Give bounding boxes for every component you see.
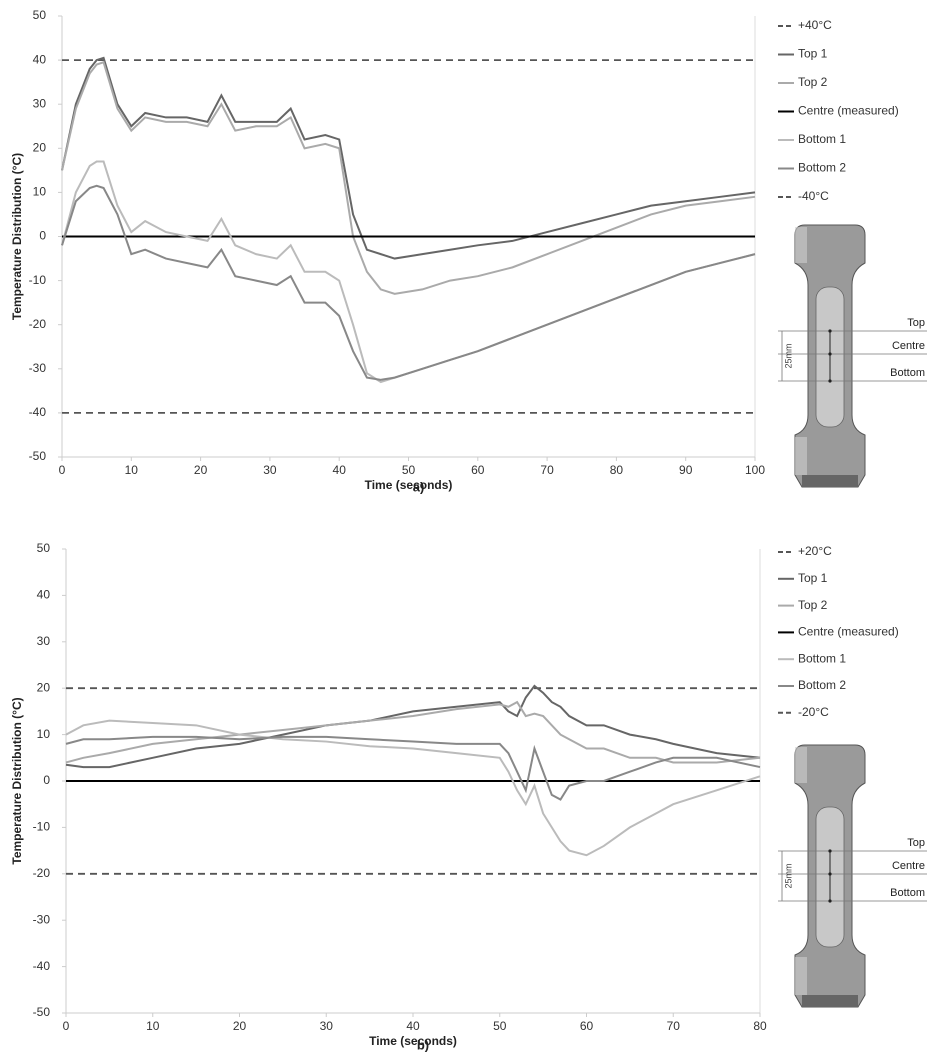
x-tick-label: 60 (580, 1019, 594, 1033)
specimen-diagram: Top Centre Bottom 25mm (778, 224, 927, 488)
legend-label: +20°C (798, 544, 832, 558)
x-tick-label: 30 (263, 463, 277, 477)
legend-label: Top 2 (798, 598, 828, 612)
series-line (61, 61, 756, 295)
dimension-label: 25mm (783, 863, 793, 888)
x-tick-label: 60 (471, 463, 485, 477)
y-tick-label: 20 (37, 680, 51, 694)
y-tick-label: -30 (29, 361, 47, 375)
y-tick-label: 0 (39, 229, 46, 243)
sensor-label: Centre (892, 860, 925, 872)
legend-label: Centre (measured) (798, 104, 899, 118)
y-tick-label: 0 (43, 773, 50, 787)
legend-label: Centre (measured) (798, 625, 899, 639)
y-tick-label: -40 (33, 959, 51, 973)
legend-label: Top 2 (798, 75, 828, 89)
y-tick-label: -40 (29, 405, 47, 419)
y-axis-title: Temperature Distribution (°C) (10, 697, 24, 864)
x-tick-label: 30 (320, 1019, 334, 1033)
y-tick-label: -20 (29, 317, 47, 331)
legend-label: Top 1 (798, 571, 828, 585)
legend-label: Bottom 1 (798, 651, 846, 665)
x-tick-label: 0 (63, 1019, 70, 1033)
dimension-label: 25mm (783, 343, 793, 368)
y-tick-label: 20 (33, 140, 47, 154)
legend-label: Top 1 (798, 47, 828, 61)
specimen-diagram: Top Centre Bottom 25mm (778, 744, 927, 1008)
sensor-label: Centre (892, 340, 925, 352)
series-line (61, 184, 756, 381)
legend-label: -40°C (798, 189, 829, 203)
x-tick-label: 0 (59, 463, 66, 477)
x-tick-label: 70 (540, 463, 554, 477)
cap-end (802, 475, 858, 487)
subplot-label: a) (413, 479, 425, 494)
cap-shade (795, 957, 807, 995)
x-tick-label: 50 (493, 1019, 507, 1033)
cap-shade (795, 747, 807, 783)
y-tick-label: -50 (29, 449, 47, 463)
series-line (65, 684, 761, 769)
y-tick-label: 30 (33, 96, 47, 110)
y-tick-label: -10 (33, 820, 51, 834)
sensor-label: Bottom (890, 887, 925, 899)
y-tick-label: 50 (33, 8, 47, 22)
x-tick-label: 80 (753, 1019, 767, 1033)
y-tick-label: -30 (33, 912, 51, 926)
x-tick-label: 10 (125, 463, 139, 477)
cap-shade (795, 437, 807, 475)
legend-label: Bottom 2 (798, 678, 846, 692)
x-tick-label: 10 (146, 1019, 160, 1033)
series-line (65, 735, 761, 801)
y-tick-label: 40 (33, 52, 47, 66)
x-axis-title: Time (seconds) (369, 1034, 457, 1048)
cap-shade (795, 227, 807, 263)
sensor-label: Bottom (890, 367, 925, 379)
x-tick-label: 20 (233, 1019, 247, 1033)
x-tick-label: 40 (333, 463, 347, 477)
subplot-label: b) (417, 1037, 429, 1052)
y-tick-label: -50 (33, 1005, 51, 1019)
x-axis-title: Time (seconds) (365, 478, 453, 492)
legend-label: Bottom 1 (798, 132, 846, 146)
legend-label: -20°C (798, 705, 829, 719)
legend-label: +40°C (798, 18, 832, 32)
y-tick-label: 10 (33, 185, 47, 199)
sensor-label: Top (907, 317, 925, 329)
x-tick-label: 20 (194, 463, 208, 477)
series-line (65, 719, 761, 857)
y-tick-label: 30 (37, 634, 51, 648)
y-tick-label: 50 (37, 541, 51, 555)
y-axis-title: Temperature Distribution (°C) (10, 153, 24, 320)
cap-end (802, 995, 858, 1007)
legend-label: Bottom 2 (798, 161, 846, 175)
x-tick-label: 90 (679, 463, 693, 477)
y-tick-label: -20 (33, 866, 51, 880)
y-tick-label: 10 (37, 727, 51, 741)
series-line (61, 56, 756, 260)
x-tick-label: 50 (402, 463, 416, 477)
x-tick-label: 80 (610, 463, 624, 477)
x-tick-label: 40 (406, 1019, 420, 1033)
series-line (61, 160, 756, 384)
x-tick-label: 100 (745, 463, 765, 477)
x-tick-label: 70 (667, 1019, 681, 1033)
y-tick-label: 40 (37, 588, 51, 602)
sensor-label: Top (907, 837, 925, 849)
y-tick-label: -10 (29, 273, 47, 287)
